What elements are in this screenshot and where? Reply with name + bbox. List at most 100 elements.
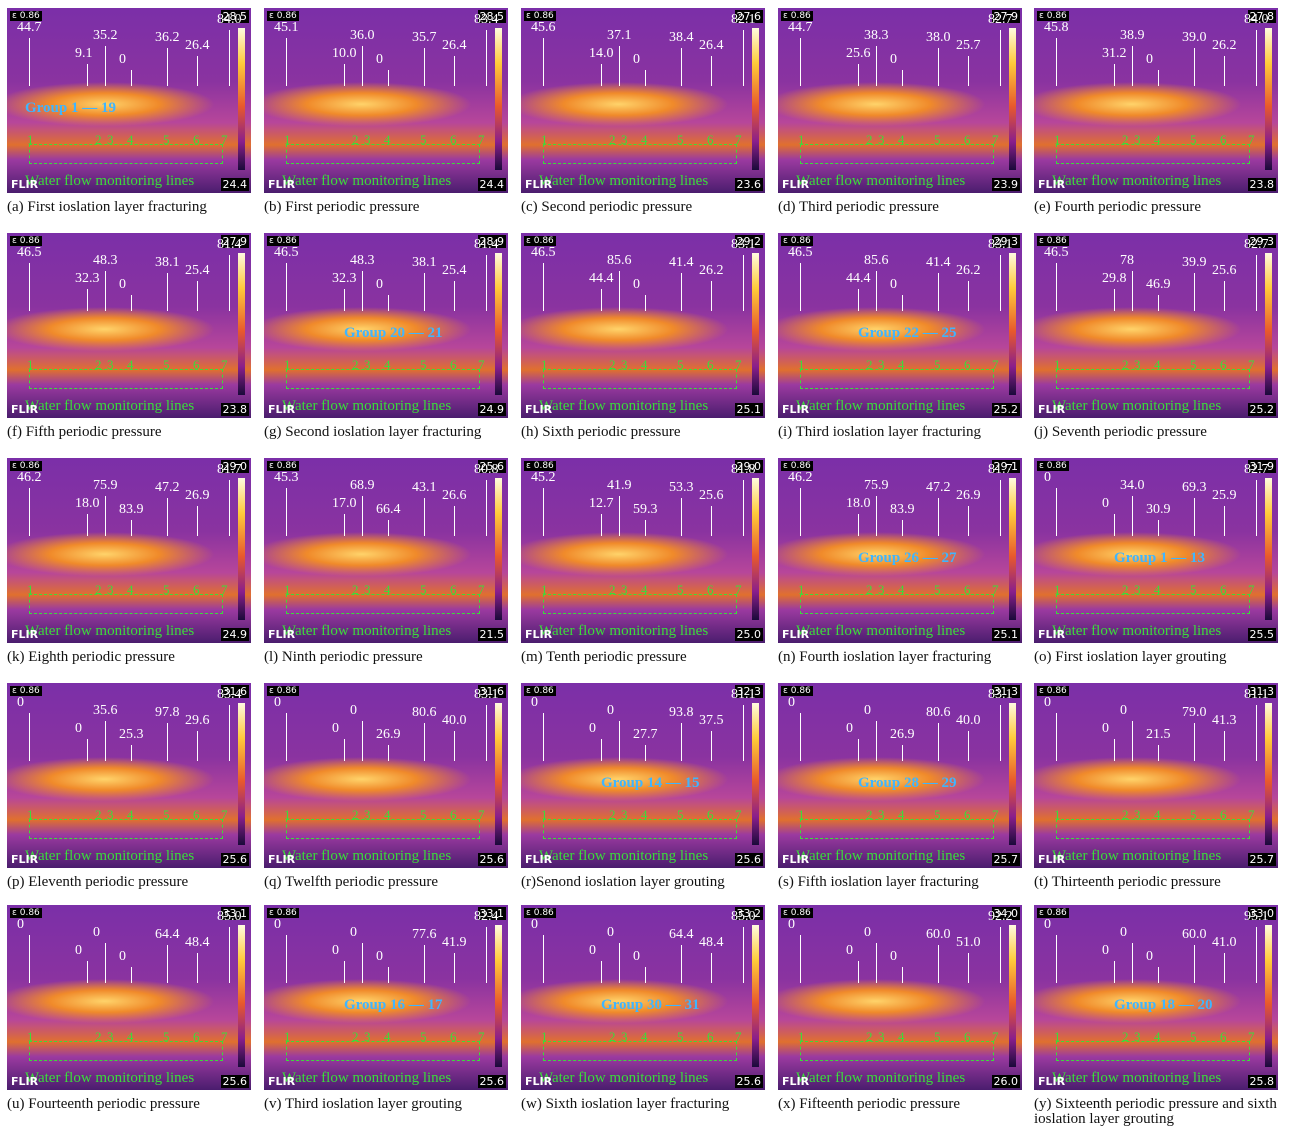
- line-number: 2: [95, 1029, 102, 1044]
- line-number: 3: [878, 807, 885, 822]
- temperature-reading: 35.6: [93, 703, 118, 718]
- color-scale: [752, 28, 759, 170]
- temperature-reading: 17.0: [332, 496, 357, 511]
- arrow: [105, 46, 106, 86]
- scale-max: 29.1: [991, 460, 1020, 473]
- temperature-reading: 85.0: [217, 909, 242, 924]
- arrow: [344, 961, 345, 983]
- arrow: [1000, 705, 1001, 761]
- group-label: Group 26 — 27: [858, 550, 957, 566]
- arrow: [1132, 721, 1133, 761]
- arrow: [131, 745, 132, 761]
- caption: (c) Second periodic pressure: [521, 199, 693, 215]
- temperature-reading: 46.5: [17, 245, 42, 260]
- line-number: 4: [384, 582, 391, 597]
- scale-min: 25.2: [1247, 403, 1276, 416]
- arrow: [1114, 961, 1115, 983]
- temperature-reading: 0: [633, 949, 640, 964]
- line-number: 6: [707, 582, 714, 597]
- arrow: [131, 967, 132, 983]
- arrow: [543, 488, 544, 536]
- scale-max: 29.2: [734, 235, 763, 248]
- temperature-reading: 85.6: [864, 253, 889, 268]
- temperature-reading: 37.5: [699, 713, 724, 728]
- arrow: [286, 935, 287, 983]
- arrow: [229, 30, 230, 86]
- line-number: 2: [1122, 132, 1129, 147]
- monitoring-box: [286, 144, 480, 164]
- temperature-reading: 39.0: [1182, 30, 1207, 45]
- line-number: 4: [898, 132, 905, 147]
- arrow: [938, 273, 939, 311]
- temperature-reading: 0: [846, 943, 853, 958]
- monitoring-box: [800, 369, 994, 389]
- line-number: 6: [1220, 357, 1227, 372]
- temperature-reading: 26.9: [185, 488, 210, 503]
- temperature-reading: 36.2: [155, 30, 180, 45]
- temperature-reading: 25.3: [119, 727, 144, 742]
- arrow: [902, 295, 903, 311]
- panel: ε 0.86 31.6 25.6 0 0 0 26.9 80.6 40.0 83.1 1 2 3 4 5 6 7…: [264, 683, 516, 905]
- panel: ε 0.86 28.5 24.4 45.1 10.0 36.0 0 35.7 26.4 83.4 1…: [264, 8, 516, 230]
- monitoring-box: [286, 594, 480, 614]
- line-number: 5: [934, 807, 941, 822]
- arrow: [167, 945, 168, 983]
- temperature-reading: 32.3: [75, 271, 100, 286]
- arrow: [1194, 273, 1195, 311]
- arrow: [1194, 48, 1195, 86]
- line-number: 1: [1054, 132, 1061, 147]
- line-number: 5: [1190, 132, 1197, 147]
- arrow: [1158, 520, 1159, 536]
- line-number: 3: [364, 582, 371, 597]
- temperature-reading: 0: [1102, 721, 1109, 736]
- scale-min: 24.9: [477, 403, 506, 416]
- scale-min: 25.1: [991, 628, 1020, 641]
- arrow: [388, 520, 389, 536]
- temperature-reading: 46.2: [17, 470, 42, 485]
- arrow: [131, 70, 132, 86]
- thermal-image: ε 0.86 29.0 25.0 45.2 12.7 41.9 59.3 53.3 25.6 81…: [521, 458, 765, 643]
- color-scale: [495, 925, 502, 1067]
- temperature-reading: 84.0: [217, 12, 242, 27]
- line-number: 5: [420, 807, 427, 822]
- scale-min: 24.4: [477, 178, 506, 191]
- arrow: [743, 30, 744, 86]
- line-number: 4: [641, 807, 648, 822]
- monitoring-box: [1056, 1041, 1250, 1061]
- temperature-reading: 75.9: [864, 478, 889, 493]
- arrow: [1000, 480, 1001, 536]
- arrow: [601, 514, 602, 536]
- temperature-reading: 26.9: [376, 727, 401, 742]
- temperature-reading: 38.0: [926, 30, 951, 45]
- temperature-reading: 25.6: [846, 46, 871, 61]
- line-number: 2: [609, 1029, 616, 1044]
- brand: FLIR: [11, 178, 39, 191]
- monitor-label: Water flow monitoring lines: [1052, 623, 1222, 639]
- caption: (v) Third ioslation layer grouting: [264, 1096, 463, 1112]
- line-number: 5: [420, 582, 427, 597]
- thermal-image: ε 0.86 31.3 25.7 0 0 0 26.9 80.6 40.0 83.1 1 2 3 4 5 6 7…: [778, 683, 1022, 868]
- line-number: 6: [193, 582, 200, 597]
- thermal-image: ε 0.86 33.2 25.6 0 0 0 0 64.4 48.4 85.0 1 2 3 4 5 6 7 Gro…: [521, 905, 765, 1090]
- temperature-reading: 45.6: [531, 20, 556, 35]
- temperature-reading: 93.8: [669, 705, 694, 720]
- line-number: 4: [898, 357, 905, 372]
- temperature-reading: 26.2: [956, 263, 981, 278]
- monitor-label: Water flow monitoring lines: [25, 848, 195, 864]
- arrow: [167, 723, 168, 761]
- temperature-reading: 0: [589, 721, 596, 736]
- arrow: [362, 271, 363, 311]
- arrow: [1224, 281, 1225, 311]
- monitoring-box: [543, 1041, 737, 1061]
- temperature-reading: 81.1: [1244, 687, 1269, 702]
- line-number: 4: [127, 132, 134, 147]
- color-scale: [752, 478, 759, 620]
- panel: ε 0.86 27.9 23.9 44.7 25.6 38.3 0 38.0 25.7 82.7 1…: [778, 8, 1030, 230]
- temperature-reading: 92.2: [988, 909, 1013, 924]
- thermal-image: ε 0.86 28.9 24.9 46.5 32.3 48.3 0 38.1 25.4 81.4 1…: [264, 233, 508, 418]
- temperature-reading: 18.0: [75, 496, 100, 511]
- line-number: 1: [27, 582, 34, 597]
- color-scale: [1265, 28, 1272, 170]
- monitor-label: Water flow monitoring lines: [25, 623, 195, 639]
- monitor-label: Water flow monitoring lines: [25, 398, 195, 414]
